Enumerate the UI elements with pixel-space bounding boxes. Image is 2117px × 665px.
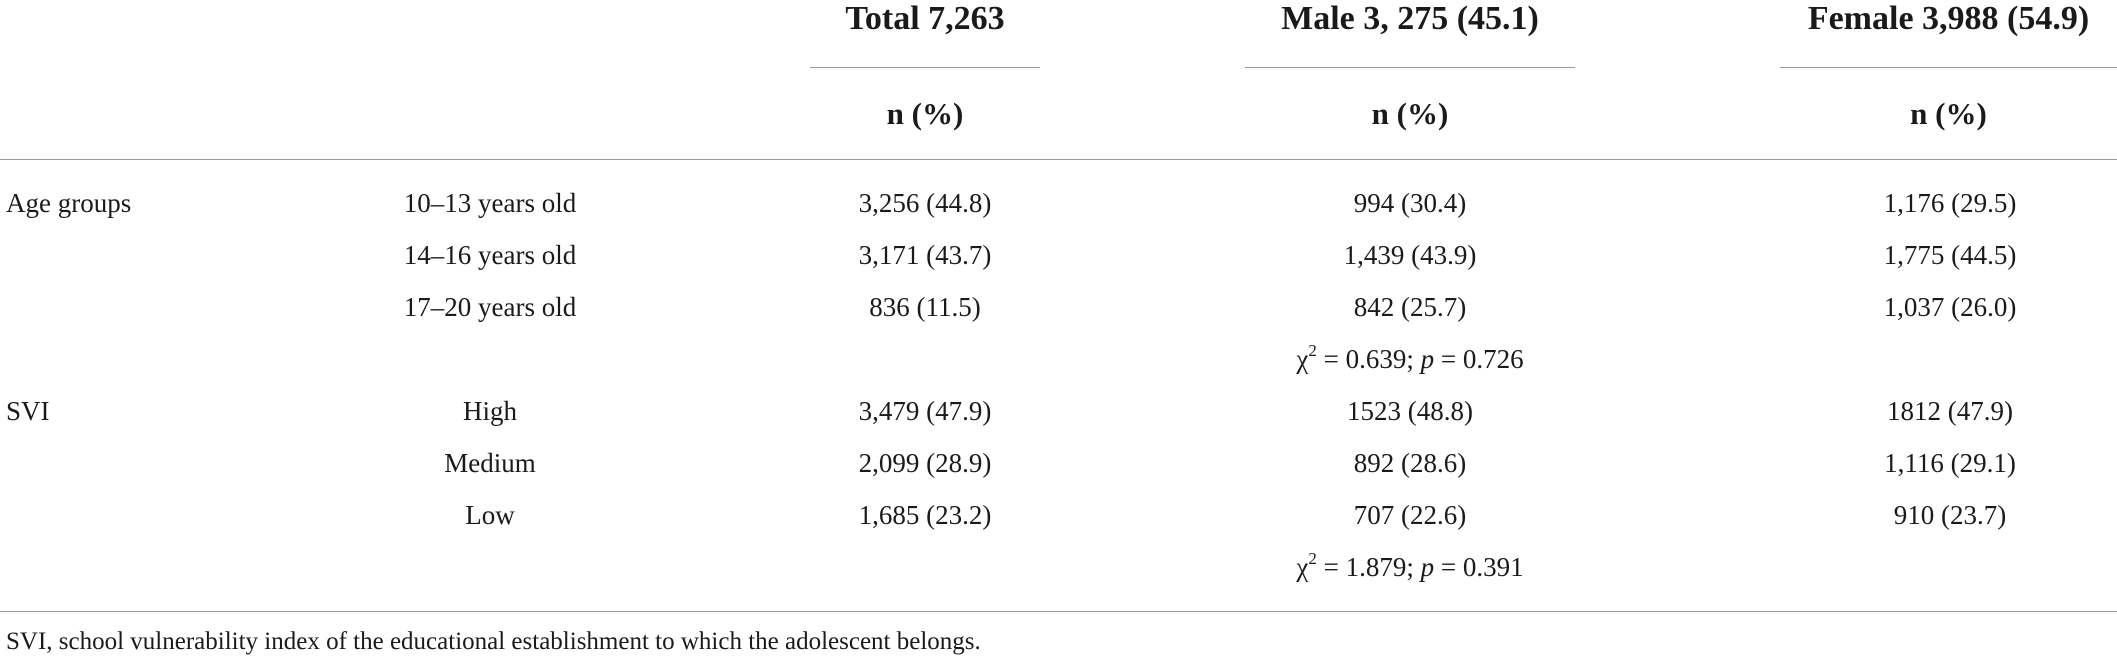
row-category: 17–20 years old [403, 292, 577, 322]
cell-total: 3,479 (47.9) [858, 396, 992, 426]
chi-square-stat-svi: χ2 = 1.879; p = 0.391 [1210, 549, 1610, 583]
cell-female: 1,775 (44.5) [1883, 240, 2017, 270]
cell-female: 910 (23.7) [1893, 500, 2007, 530]
row-category: 10–13 years old [403, 188, 577, 218]
cell-female: 1,116 (29.1) [1884, 448, 2016, 478]
cell-male: 892 (28.6) [1353, 448, 1467, 478]
cell-male: 1,439 (43.9) [1343, 240, 1477, 270]
group-label-age: Age groups [6, 188, 132, 218]
row-category: 14–16 years old [403, 240, 577, 270]
chi-exponent: 2 [1308, 341, 1317, 360]
table-footnote: SVI, school vulnerability index of the e… [6, 628, 981, 655]
chi-value: = 1.879; [1316, 552, 1421, 582]
header-bottom-rule [0, 159, 2117, 160]
table-bottom-rule [0, 611, 2117, 612]
cell-female: 1,037 (26.0) [1883, 292, 2017, 322]
row-category: High [463, 396, 517, 426]
cell-total: 2,099 (28.9) [858, 448, 992, 478]
cell-total: 1,685 (23.2) [858, 500, 992, 530]
header-male-rule [1245, 67, 1575, 68]
p-symbol: p [1420, 552, 1435, 582]
header-total: Total 7,263 [845, 0, 1005, 37]
cell-total: 3,256 (44.8) [858, 188, 992, 218]
row-category: Low [465, 500, 515, 530]
group-label-svi: SVI [6, 396, 50, 426]
unit-male: n (%) [1371, 96, 1449, 131]
header-total-rule [810, 67, 1040, 68]
cell-female: 1812 (47.9) [1887, 396, 2013, 426]
cell-male: 707 (22.6) [1353, 500, 1467, 530]
header-male: Male 3, 275 (45.1) [1281, 0, 1539, 37]
chi-exponent: 2 [1308, 549, 1317, 568]
cell-total: 3,171 (43.7) [858, 240, 992, 270]
cell-male: 842 (25.7) [1353, 292, 1467, 322]
unit-total: n (%) [886, 96, 964, 131]
p-symbol: p [1420, 344, 1435, 374]
cell-male: 994 (30.4) [1353, 188, 1467, 218]
row-category: Medium [444, 448, 536, 478]
header-female: Female 3,988 (54.9) [1807, 0, 2090, 37]
chi-symbol: χ [1296, 344, 1309, 374]
chi-square-stat-age: χ2 = 0.639; p = 0.726 [1210, 341, 1610, 375]
cell-female: 1,176 (29.5) [1883, 188, 2017, 218]
cell-total: 836 (11.5) [869, 292, 981, 322]
cell-male: 1523 (48.8) [1347, 396, 1473, 426]
chi-value: = 0.639; [1316, 344, 1421, 374]
unit-female: n (%) [1910, 96, 1987, 131]
p-value: = 0.726 [1434, 344, 1524, 374]
chi-symbol: χ [1296, 552, 1309, 582]
p-value: = 0.391 [1434, 552, 1524, 582]
header-female-rule [1780, 67, 2117, 68]
